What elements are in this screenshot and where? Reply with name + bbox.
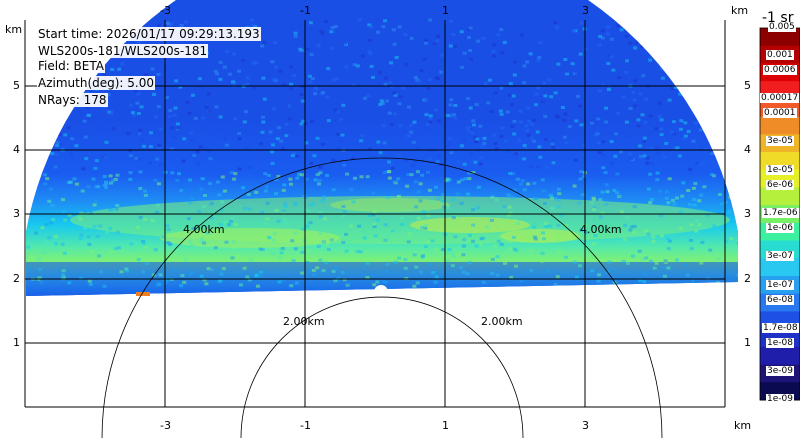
- x-tick-bottom: -3: [160, 419, 171, 432]
- colorbar-label: 1e-08: [766, 338, 794, 348]
- field-label: Field: BETA: [37, 59, 105, 73]
- colorbar-label: 0.0006: [763, 65, 797, 75]
- x-tick-bottom: 3: [582, 419, 589, 432]
- range-rings: [101, 157, 663, 438]
- x-tick-top: -1: [300, 4, 311, 17]
- scan-fan: [26, 0, 738, 296]
- x-unit-bottom: km: [734, 419, 752, 432]
- colorbar-label: 3e-07: [766, 251, 794, 261]
- colorbar-label: 6e-06: [766, 180, 794, 190]
- grid: [24, 20, 726, 408]
- x-tick-top: -3: [160, 4, 171, 17]
- y-unit-left: km: [5, 23, 23, 36]
- colorbar-label: 0.0001: [763, 108, 797, 118]
- y-tick-left: 1: [13, 336, 20, 349]
- colorbar-label: 1e-06: [766, 223, 794, 233]
- x-unit-top: km: [731, 4, 749, 17]
- colorbar-label: 1e-09: [766, 394, 794, 404]
- y-tick-right: 1: [744, 336, 751, 349]
- y-tick-left: 4: [13, 143, 20, 156]
- range-ring-label: 4.00km: [183, 223, 225, 236]
- colorbar-label: 0.00017: [760, 93, 800, 103]
- range-ring-label: 2.00km: [481, 315, 523, 328]
- y-tick-left: 3: [13, 207, 20, 220]
- y-tick-right: 4: [744, 143, 751, 156]
- start-time-label: Start time: 2026/01/17 09:29:13.193: [37, 27, 261, 41]
- colorbar-label: 3e-09: [766, 366, 794, 376]
- range-ring-label: 2.00km: [283, 315, 325, 328]
- azimuth-label: Azimuth(deg): 5.00: [37, 76, 156, 90]
- y-tick-left: 2: [13, 272, 20, 285]
- x-tick-bottom: 1: [442, 419, 449, 432]
- y-tick-left: 5: [13, 79, 20, 92]
- x-tick-top: 3: [582, 4, 589, 17]
- x-tick-bottom: -1: [300, 419, 311, 432]
- colorbar-label: 0.001: [766, 50, 794, 60]
- colorbar-label: 1.7e-06: [762, 208, 799, 218]
- nrays-label: NRays: 178: [37, 93, 108, 107]
- colorbar-label: 3e-05: [766, 136, 794, 146]
- y-tick-right: 2: [744, 272, 751, 285]
- colorbar-label: 1e-07: [766, 280, 794, 290]
- colorbar-label: 1e-05: [766, 165, 794, 175]
- y-tick-right: 3: [744, 207, 751, 220]
- colorbar-label: 0.005: [768, 22, 796, 32]
- y-tick-right: 5: [744, 79, 751, 92]
- range-ring-label: 4.00km: [580, 223, 622, 236]
- instrument-label: WLS200s-181/WLS200s-181: [37, 44, 209, 58]
- colorbar-label: 6e-08: [766, 295, 794, 305]
- x-tick-top: 1: [442, 4, 449, 17]
- colorbar-label: 1.7e-08: [762, 323, 799, 333]
